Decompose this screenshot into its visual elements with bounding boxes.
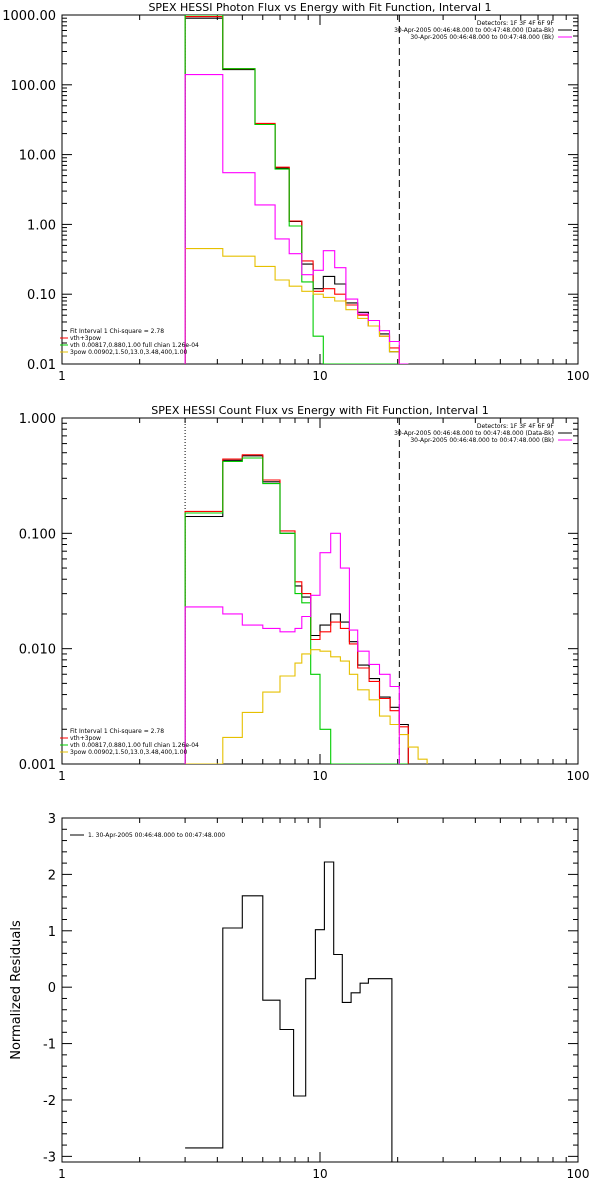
series-line-3-1 (185, 861, 400, 1162)
legend-entry-2: Fit Interval 1 Chi-square = 2.78 (70, 728, 164, 735)
x-tick-label-3: 1 (58, 1167, 66, 1181)
legend-entry-2: vth 0.00817,0.880,1.00 full chian 1.26e-… (70, 742, 199, 749)
x-tick-label-1: 100 (567, 369, 590, 383)
series-line-1-1 (184, 17, 409, 364)
y-tick-label-1: 1000.00 (2, 9, 56, 24)
y-tick-label-3: 2 (48, 868, 56, 883)
header-text-1: 30-Apr-2005 00:46:48.000 to 00:47:48.000… (394, 27, 554, 34)
legend-entry-1: vth 0.00817,0.880,1.00 full chian 1.26e-… (70, 342, 199, 349)
series-line-2-2 (184, 454, 409, 764)
y-tick-label-1: 1.00 (27, 218, 56, 233)
x-tick-label-3: 10 (312, 1167, 327, 1181)
legend-entry-3: 1. 30-Apr-2005 00:46:48.000 to 00:47:48.… (88, 832, 225, 839)
y-tick-label-2: 0.001 (19, 758, 56, 773)
y-tick-label-1: 10.00 (19, 149, 56, 164)
x-tick-label-2: 100 (567, 769, 590, 783)
y-tick-label-1: 0.01 (27, 358, 56, 373)
header-text-2: 30-Apr-2005 00:46:48.000 to 00:47:48.000… (394, 430, 554, 437)
x-tick-label-1: 10 (312, 369, 327, 383)
series-line-2-3 (184, 457, 409, 764)
y-tick-label-2: 0.100 (19, 527, 56, 542)
y-tick-label-3: 1 (48, 925, 56, 940)
header-text-1: 30-Apr-2005 00:46:48.000 to 00:47:48.000… (410, 34, 554, 41)
series-line-1-2 (184, 16, 409, 364)
series-line-2-1 (184, 455, 409, 764)
legend-entry-1: vth+3pow (70, 335, 101, 342)
series-line-1-5 (184, 74, 409, 364)
header-text-2: 30-Apr-2005 00:46:48.000 to 00:47:48.000… (410, 437, 554, 444)
y-tick-label-3: 0 (48, 981, 56, 996)
legend-entry-2: 3pow 0.00902,1.50,13.0,3.48,400,1.00 (70, 749, 188, 756)
y-tick-label-3: -2 (43, 1094, 56, 1109)
y-tick-label-1: 0.10 (27, 288, 56, 303)
x-tick-label-2: 10 (312, 769, 327, 783)
y-axis-label-3: Normalized Residuals (9, 920, 24, 1060)
y-tick-label-3: -1 (43, 1038, 56, 1053)
header-text-2: Detectors: 1F 3F 4F 6F 9F (477, 423, 555, 430)
series-line-1-3 (184, 15, 409, 364)
chart-title-1: SPEX HESSI Photon Flux vs Energy with Fi… (148, 1, 491, 14)
header-text-1: Detectors: 1F 3F 4F 6F 9F (477, 20, 555, 27)
y-tick-label-2: 0.010 (19, 643, 56, 658)
legend-entry-2: vth+3pow (70, 735, 101, 742)
y-tick-label-1: 100.00 (11, 79, 57, 94)
plot-frame-3 (61, 817, 579, 1163)
x-tick-label-3: 100 (567, 1167, 590, 1181)
series-line-1-4 (184, 248, 409, 364)
x-tick-label-2: 1 (58, 769, 66, 783)
series-line-2-5 (184, 532, 400, 764)
y-tick-label-2: 1.000 (19, 412, 56, 427)
x-tick-label-1: 1 (58, 369, 66, 383)
legend-entry-1: 3pow 0.00902,1.50,13.0,3.48,400,1.00 (70, 349, 188, 356)
y-tick-label-3: 3 (48, 812, 56, 827)
legend-entry-1: Fit Interval 1 Chi-square = 2.78 (70, 328, 164, 335)
chart-title-2: SPEX HESSI Count Flux vs Energy with Fit… (151, 404, 488, 417)
plot-frame-1 (61, 14, 579, 365)
y-tick-label-3: -3 (43, 1150, 56, 1165)
